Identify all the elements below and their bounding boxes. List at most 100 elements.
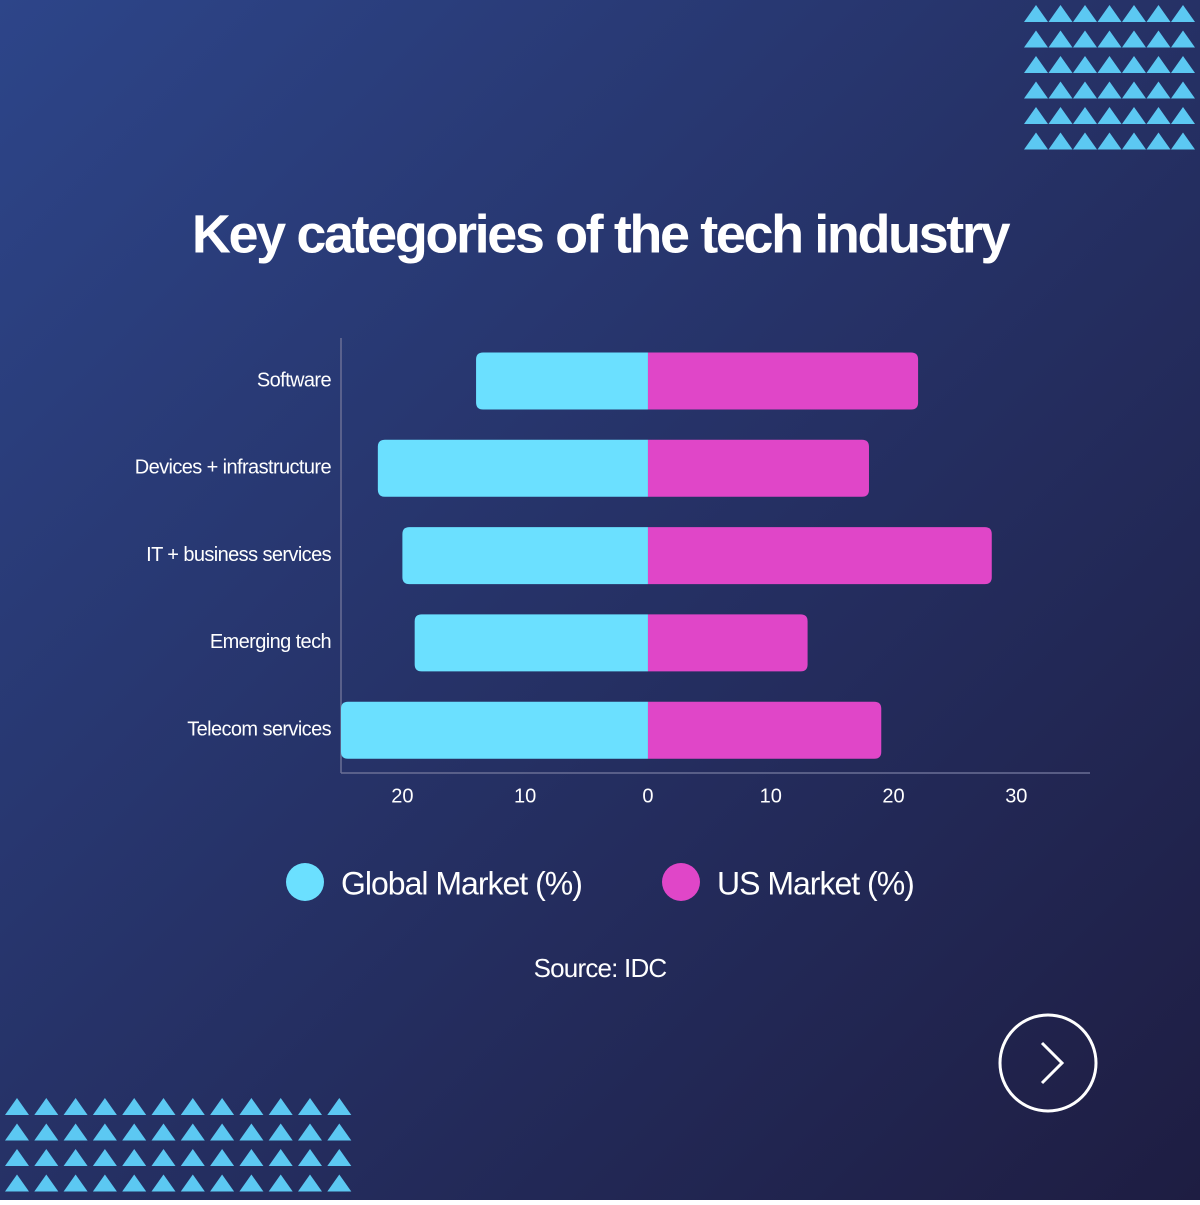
triangle [1073, 132, 1097, 150]
triangle [298, 1098, 322, 1115]
triangle [239, 1174, 264, 1192]
triangle [63, 1174, 88, 1192]
triangle [1122, 132, 1146, 150]
triangle [1048, 81, 1073, 99]
triangle [1073, 5, 1097, 22]
triangle [1048, 107, 1073, 124]
triangle [268, 1174, 293, 1192]
triangle [151, 1098, 176, 1115]
triangle [1048, 5, 1073, 22]
triangle [92, 1123, 117, 1141]
bar [647, 527, 992, 585]
triangle [1048, 30, 1073, 48]
triangle [180, 1174, 205, 1192]
triangle [1073, 81, 1097, 99]
x-tick-label: 30 [1005, 785, 1027, 807]
triangle [1146, 30, 1171, 48]
triangle [1073, 107, 1097, 124]
y-tick-label: Telecom services [187, 718, 331, 740]
triangle [1024, 81, 1048, 99]
triangle [1024, 132, 1048, 150]
triangle [180, 1149, 205, 1166]
triangle [1097, 107, 1122, 124]
triangle [327, 1098, 352, 1115]
triangle [1171, 5, 1195, 22]
triangle [180, 1098, 205, 1115]
bar [476, 352, 648, 410]
triangle [210, 1174, 235, 1192]
chart-title: Key categories of the tech industry [192, 204, 1011, 264]
bar [414, 614, 648, 672]
triangle [122, 1149, 147, 1166]
triangle [1024, 5, 1048, 22]
triangle [1122, 81, 1146, 99]
legend-swatch [662, 863, 700, 901]
next-button-circle[interactable] [998, 1013, 1098, 1113]
triangle [1097, 132, 1122, 150]
triangle [1171, 132, 1195, 150]
triangle [5, 1149, 29, 1166]
triangle [1171, 107, 1195, 124]
bar [402, 527, 648, 585]
y-tick-label: Emerging tech [210, 631, 331, 653]
bar [647, 439, 869, 497]
next-button-chevron[interactable] [1040, 1041, 1065, 1085]
triangle [298, 1174, 322, 1192]
bar [341, 701, 648, 759]
y-tick-label: Devices + infrastructure [135, 457, 332, 479]
next-button[interactable] [998, 1013, 1098, 1113]
triangle [1146, 81, 1171, 99]
triangle [1048, 132, 1073, 150]
triangle [92, 1174, 117, 1192]
triangle [180, 1123, 205, 1141]
bar [647, 352, 919, 410]
triangle [268, 1149, 293, 1166]
triangle [210, 1123, 235, 1141]
triangle [5, 1174, 29, 1192]
triangle [92, 1149, 117, 1166]
triangle [34, 1123, 59, 1141]
triangle [1097, 56, 1122, 73]
triangle [1097, 30, 1122, 48]
triangle [1024, 56, 1048, 73]
y-tick-label: Software [257, 369, 332, 391]
triangle [5, 1098, 29, 1115]
triangle [1171, 56, 1195, 73]
legend-label: Global Market (%) [341, 865, 582, 901]
triangle [151, 1123, 176, 1141]
bar [647, 701, 882, 759]
triangle [1122, 30, 1146, 48]
decoration [5, 5, 1195, 1192]
triangle [63, 1149, 88, 1166]
x-tick-label: 10 [514, 785, 536, 807]
triangle [1171, 30, 1195, 48]
triangle [1146, 56, 1171, 73]
triangle [122, 1174, 147, 1192]
triangle [151, 1149, 176, 1166]
x-tick-label: 10 [760, 785, 782, 807]
x-tick-label: 20 [391, 785, 413, 807]
triangle [327, 1174, 352, 1192]
triangle [92, 1098, 117, 1115]
triangle [210, 1149, 235, 1166]
triangle [1122, 5, 1146, 22]
triangle [1048, 56, 1073, 73]
triangle [5, 1123, 29, 1141]
triangle [1097, 81, 1122, 99]
triangle [210, 1098, 235, 1115]
triangle [268, 1123, 293, 1141]
triangle [1073, 30, 1097, 48]
triangle [151, 1174, 176, 1192]
triangle [1171, 81, 1195, 99]
triangle [327, 1123, 352, 1141]
triangle [268, 1098, 293, 1115]
triangle [1146, 5, 1171, 22]
triangle [1097, 5, 1122, 22]
triangle [63, 1123, 88, 1141]
triangle [63, 1098, 88, 1115]
triangle [327, 1149, 352, 1166]
source: Source: IDC [534, 953, 667, 983]
bar [647, 614, 808, 672]
